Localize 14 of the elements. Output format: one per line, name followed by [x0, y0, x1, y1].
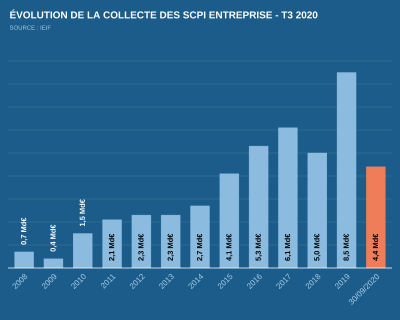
- bar: [248, 146, 268, 268]
- bar: [190, 206, 210, 268]
- bar: [220, 174, 240, 268]
- bar: [278, 128, 298, 268]
- bar: [102, 220, 122, 268]
- bar: [308, 152, 327, 268]
- bar: [14, 252, 34, 268]
- bar: [73, 233, 92, 268]
- bar: [132, 214, 152, 268]
- bar: [366, 166, 386, 268]
- bar: [336, 72, 356, 268]
- chart-title: ÉVOLUTION DE LA COLLECTE DES SCPI ENTREPRISE - T3 2020: [10, 10, 318, 18]
- bar: [160, 214, 180, 268]
- bar: [44, 258, 64, 268]
